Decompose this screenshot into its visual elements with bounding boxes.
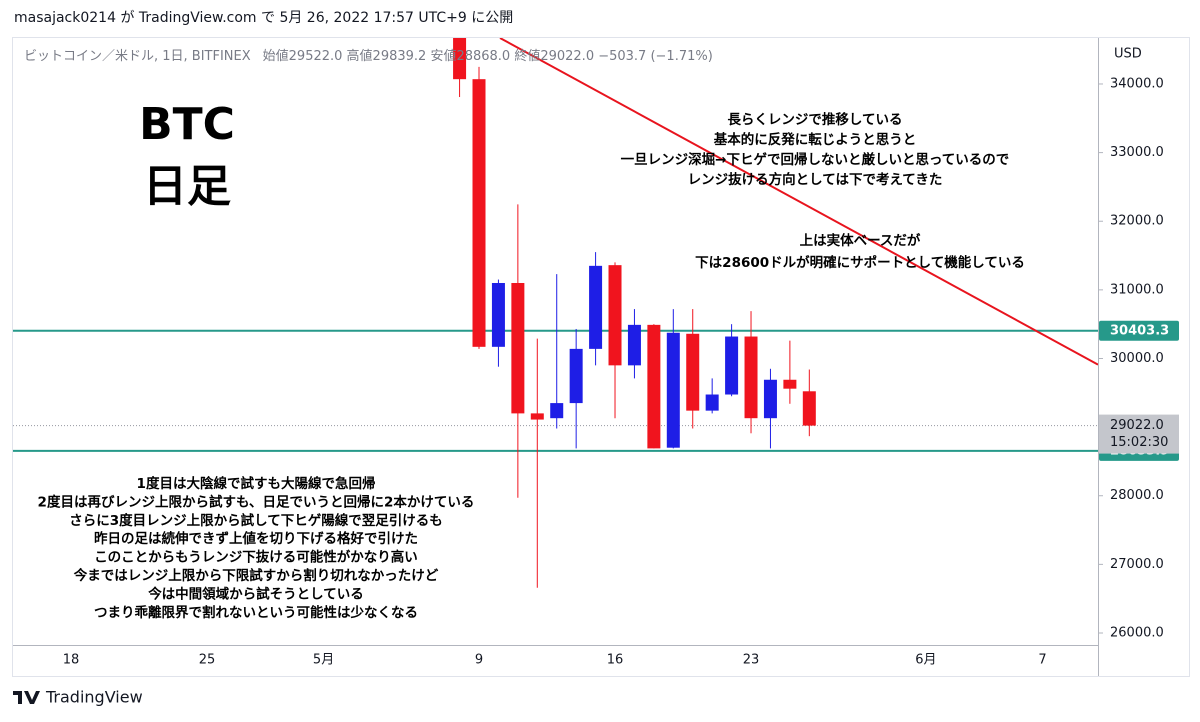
y-tick-label: 31000.0 <box>1110 282 1164 297</box>
note-line: 上は実体ベースだが <box>800 232 921 249</box>
frame <box>12 37 1190 677</box>
note-line: 今まではレンジ上限から下限試すから割り切れなかったけど <box>74 567 439 584</box>
candle-body <box>530 413 544 420</box>
plot-area <box>13 38 1098 588</box>
candle-body <box>647 324 661 449</box>
y-tick-label: 32000.0 <box>1110 214 1164 229</box>
note-line: さらに3度目レンジ上限から試して下ヒゲ陽線で翌足引けるも <box>69 512 443 529</box>
note-line: つまり乖離限界で割れないという可能性は少なくなる <box>94 604 418 621</box>
candle-body <box>705 394 719 411</box>
candle-body <box>686 333 700 411</box>
candle-body <box>802 391 816 426</box>
x-tick-label: 6月 <box>915 653 936 668</box>
note-line: 下は28600ドルが明確にサポートとして機能している <box>695 254 1025 271</box>
y-tick-label: 27000.0 <box>1110 557 1164 572</box>
last-price-label: 29022.0 <box>1110 418 1164 433</box>
candle-body <box>627 324 641 366</box>
last-price-bg <box>1099 414 1179 454</box>
note-line: 2度目は再びレンジ上限から試すも、日足でいうと回帰に2本かけている <box>38 493 475 510</box>
candle-body <box>744 336 758 419</box>
candle-body <box>511 282 525 414</box>
note-line: 一旦レンジ深堀→下ヒゲで回帰しないと厳しいと思っているので <box>621 151 1010 168</box>
countdown: 15:02:30 <box>1110 435 1168 450</box>
note-line: このことからもうレンジ下抜ける可能性がかなり高い <box>94 549 418 566</box>
trendline <box>499 38 1098 366</box>
currency: USD <box>1114 47 1142 62</box>
x-tick-label: 23 <box>743 653 760 668</box>
y-tick-label: 28000.0 <box>1110 488 1164 503</box>
candle-body <box>783 379 797 389</box>
level-label-bg <box>1099 320 1179 341</box>
legend-text: ビットコイン／米ドル, 1日, BITFINEX 始値29522.0 高値2983… <box>24 48 713 64</box>
title-line: 日足 <box>143 161 231 212</box>
notes: 長らくレンジで推移している基本的に反発に転じようと思うと一旦レンジ深堀→下ヒゲで… <box>38 111 1025 621</box>
candle-body <box>763 379 777 419</box>
level-label: 30403.3 <box>1110 323 1169 338</box>
x-tick-label: 5月 <box>313 653 334 668</box>
title-line: BTC <box>139 99 235 150</box>
x-tick-label: 16 <box>607 653 624 668</box>
note-line: 昨日の足は続伸できず上値を切り下げる格好で引けた <box>94 530 418 547</box>
note-line: 長らくレンジで推移している <box>727 111 902 128</box>
overlay: 26000.027000.028000.029000.030000.031000… <box>63 76 1179 668</box>
candle-body <box>491 282 505 347</box>
candle-body <box>666 332 680 448</box>
note-line: 基本的に反発に転じようと思うと <box>714 131 917 148</box>
legend-ohlc: 始値29522.0 高値29839.2 安値28868.0 終値29022.0 … <box>263 48 713 64</box>
candle-body <box>472 79 486 347</box>
y-tick-label: 33000.0 <box>1110 145 1164 160</box>
candle-body <box>589 265 603 349</box>
x-tick-label: 7 <box>1038 653 1046 668</box>
note-line: 今は中間領域から試そうとしている <box>148 585 364 602</box>
x-tick-label: 9 <box>475 653 483 668</box>
footer: TradingView <box>45 688 143 707</box>
candle-body <box>569 348 583 404</box>
x-tick-label: 18 <box>63 653 80 668</box>
candle-body <box>725 336 739 395</box>
candle-body <box>453 38 467 80</box>
candle-body <box>550 403 564 419</box>
candle-body <box>608 265 622 366</box>
legend-symbol: ビットコイン／米ドル, 1日, BITFINEX <box>24 49 251 64</box>
y-tick-label: 26000.0 <box>1110 625 1164 640</box>
x-tick-label: 25 <box>199 653 216 668</box>
note-line: 1度目は大陰線で試すも大陽線で急回帰 <box>137 475 376 492</box>
y-tick-label: 30000.0 <box>1110 351 1164 366</box>
footer-logo <box>13 691 40 704</box>
y-tick-label: 34000.0 <box>1110 76 1164 91</box>
header: masajack0214 が TradingView.com で 5月 26, … <box>14 10 513 26</box>
note-line: レンジ抜ける方向としては下で考えてきた <box>688 171 943 188</box>
